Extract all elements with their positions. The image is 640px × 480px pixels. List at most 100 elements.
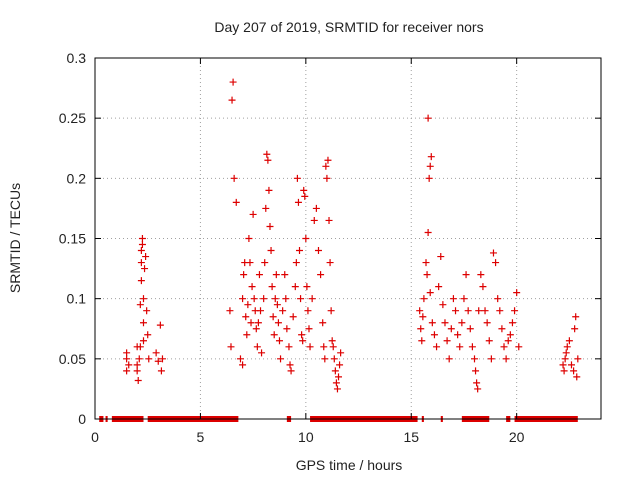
data-point <box>337 349 345 357</box>
data-point <box>464 307 472 315</box>
data-point <box>477 271 485 279</box>
data-point <box>240 271 248 279</box>
data-point <box>511 307 519 315</box>
data-point <box>296 247 304 255</box>
data-point <box>418 337 426 345</box>
data-point <box>123 367 131 375</box>
y-axis: 0 0.05 0.1 0.15 0.2 0.25 0.3 <box>59 50 601 427</box>
chart-title: Day 207 of 2019, SRMTID for receiver nor… <box>214 19 483 35</box>
data-point <box>561 355 569 363</box>
data-point <box>336 361 344 369</box>
data-point <box>328 337 336 345</box>
data-point <box>327 307 335 315</box>
data-point <box>297 295 305 303</box>
data-point <box>253 343 261 351</box>
data-point <box>137 277 145 285</box>
grid-lines <box>95 58 601 419</box>
data-point <box>506 331 514 339</box>
data-point <box>472 367 480 375</box>
data-point <box>487 355 495 363</box>
data-point <box>286 361 294 369</box>
data-point <box>230 174 238 182</box>
y-tick-label: 0 <box>78 411 86 427</box>
data-point <box>273 301 281 309</box>
x-tick-label: 0 <box>91 429 99 445</box>
data-point <box>437 253 445 261</box>
data-point <box>323 174 331 182</box>
data-point <box>138 235 146 242</box>
data-point <box>573 373 581 381</box>
data-point <box>304 307 312 315</box>
data-point <box>563 343 571 351</box>
data-point <box>325 216 333 224</box>
data-point <box>498 325 506 333</box>
data-point <box>481 307 489 315</box>
data-point <box>229 78 237 86</box>
data-point <box>314 247 322 255</box>
y-tick-label: 0.15 <box>59 231 86 247</box>
data-point <box>508 319 516 327</box>
data-point <box>419 313 427 321</box>
y-tick-label: 0.3 <box>67 50 87 66</box>
data-point <box>416 307 424 315</box>
data-point <box>422 259 430 267</box>
data-point <box>489 249 497 257</box>
data-point <box>475 307 483 315</box>
data-point <box>306 343 314 351</box>
data-point <box>473 379 481 387</box>
data-point <box>138 241 146 249</box>
data-point <box>420 295 428 303</box>
data-point <box>293 174 301 182</box>
data-point <box>157 367 165 375</box>
data-point <box>500 343 508 351</box>
data-point <box>266 222 274 230</box>
data-point <box>452 307 460 315</box>
data-point <box>283 325 291 333</box>
x-tick-label: 5 <box>197 429 205 445</box>
data-point <box>494 295 502 303</box>
data-point <box>268 283 276 291</box>
data-point <box>258 349 266 357</box>
data-point <box>227 343 235 351</box>
x-tick-label: 10 <box>298 429 314 445</box>
data-point <box>302 235 310 242</box>
data-point <box>125 361 133 369</box>
data-point <box>228 96 236 104</box>
data-point <box>515 343 523 351</box>
data-point <box>300 186 308 194</box>
data-point <box>426 162 434 170</box>
data-point <box>135 355 143 363</box>
data-point <box>261 259 269 267</box>
data-point <box>291 283 299 291</box>
data-point <box>562 349 570 357</box>
data-point <box>245 235 253 242</box>
data-point <box>502 355 510 363</box>
data-point <box>424 228 432 236</box>
data-point <box>320 343 328 351</box>
data-point <box>423 271 431 279</box>
data-point <box>139 319 147 327</box>
data-point <box>136 343 144 351</box>
data-point <box>513 289 521 297</box>
data-point <box>298 331 306 339</box>
data-point <box>154 357 162 365</box>
data-point <box>156 321 164 329</box>
data-point <box>255 271 263 279</box>
data-point <box>310 216 318 224</box>
data-point <box>152 349 160 357</box>
data-point <box>454 331 462 339</box>
data-point <box>136 301 144 309</box>
data-point <box>329 343 337 351</box>
data-point <box>123 355 131 363</box>
data-point <box>134 376 142 384</box>
y-tick-label: 0.2 <box>67 170 87 186</box>
data-point <box>439 301 447 309</box>
data-point <box>158 355 166 363</box>
data-point <box>279 307 287 315</box>
data-point <box>145 355 153 363</box>
data-point <box>308 295 316 303</box>
data-point <box>332 379 340 387</box>
y-tick-label: 0.25 <box>59 110 86 126</box>
data-point <box>143 307 151 315</box>
